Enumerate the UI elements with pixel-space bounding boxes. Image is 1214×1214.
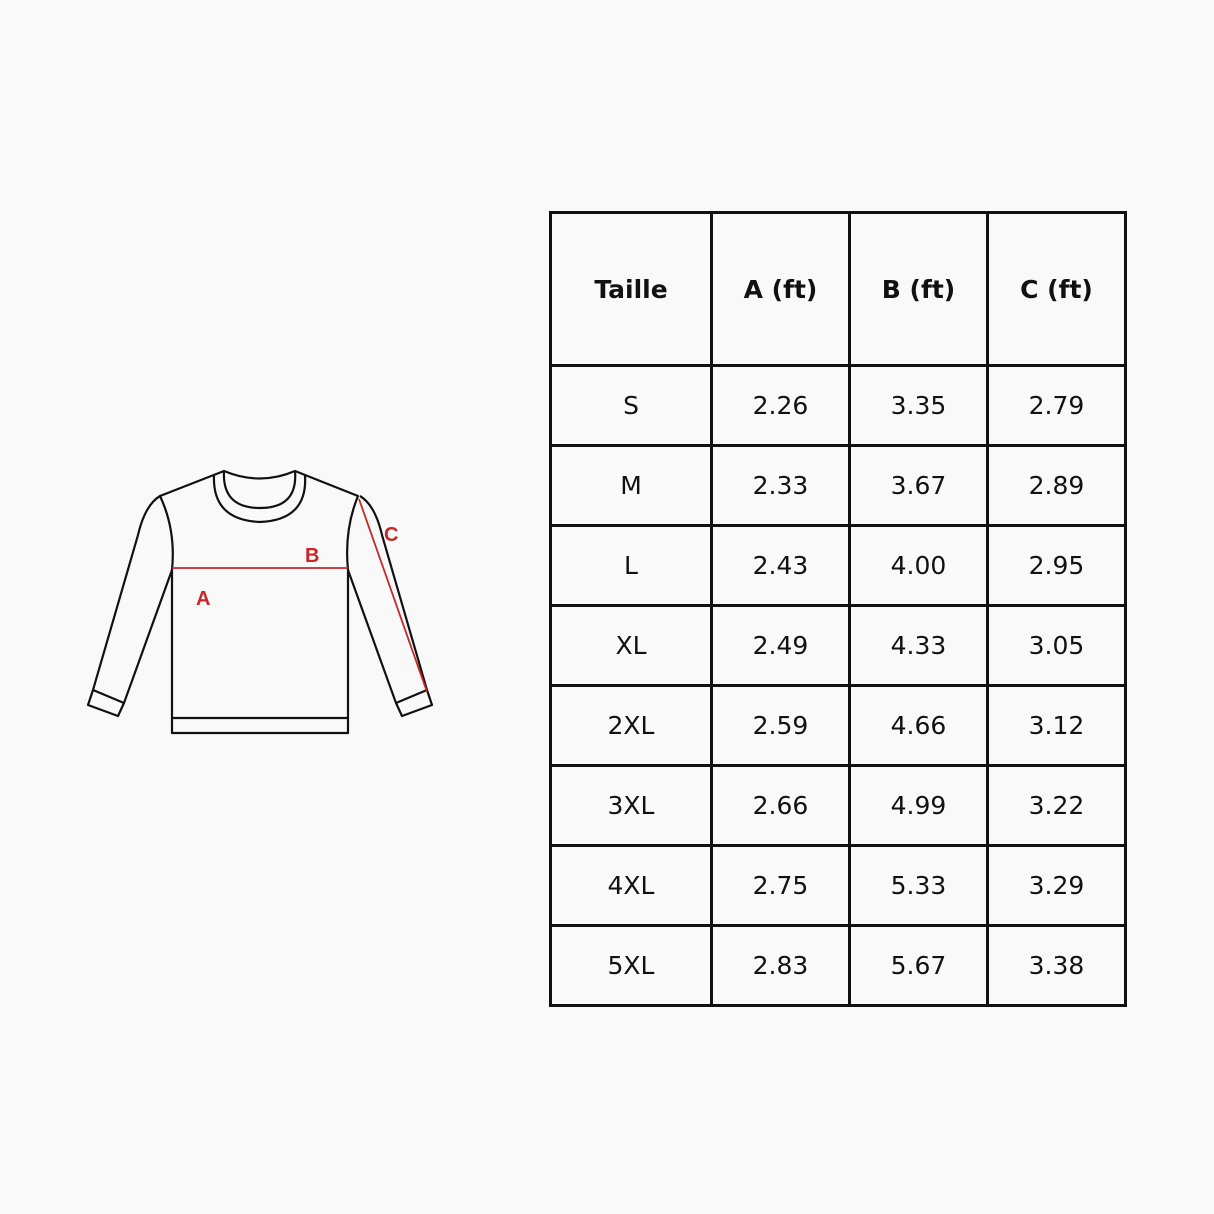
cell-a: 2.66 xyxy=(710,764,851,847)
cell-c: 2.89 xyxy=(986,444,1127,527)
cell-b: 4.99 xyxy=(848,764,989,847)
table-row: XL 2.49 4.33 3.05 xyxy=(549,604,1127,687)
cell-c: 3.38 xyxy=(986,924,1127,1007)
cell-a: 2.49 xyxy=(710,604,851,687)
cell-b: 3.67 xyxy=(848,444,989,527)
cell-c: 3.12 xyxy=(986,684,1127,767)
cell-a: 2.33 xyxy=(710,444,851,527)
table-row: 2XL 2.59 4.66 3.12 xyxy=(549,684,1127,767)
cell-c: 3.29 xyxy=(986,844,1127,927)
table-row: 4XL 2.75 5.33 3.29 xyxy=(549,844,1127,927)
cell-c: 2.79 xyxy=(986,364,1127,447)
cell-size: 4XL xyxy=(549,844,713,927)
cell-a: 2.43 xyxy=(710,524,851,607)
sweater-diagram: A B C xyxy=(86,469,434,735)
cell-size: 5XL xyxy=(549,924,713,1007)
table-row: L 2.43 4.00 2.95 xyxy=(549,524,1127,607)
table-row: M 2.33 3.67 2.89 xyxy=(549,444,1127,527)
right-sleeve xyxy=(346,495,434,718)
cell-size: L xyxy=(549,524,713,607)
cell-a: 2.83 xyxy=(710,924,851,1007)
cell-size: 3XL xyxy=(549,764,713,847)
cell-c: 3.22 xyxy=(986,764,1127,847)
size-table: Taille A (ft) B (ft) C (ft) S 2.26 3.35 2.7… xyxy=(549,211,1127,1007)
cell-b: 3.35 xyxy=(848,364,989,447)
left-sleeve xyxy=(86,495,174,718)
cell-a: 2.59 xyxy=(710,684,851,767)
cell-b: 4.66 xyxy=(848,684,989,767)
cell-a: 2.26 xyxy=(710,364,851,447)
cell-c: 3.05 xyxy=(986,604,1127,687)
cell-size: 2XL xyxy=(549,684,713,767)
cell-b: 5.33 xyxy=(848,844,989,927)
measure-line-c xyxy=(358,498,428,693)
table-row: 3XL 2.66 4.99 3.22 xyxy=(549,764,1127,847)
cell-a: 2.75 xyxy=(710,844,851,927)
cell-size: XL xyxy=(549,604,713,687)
table-row: 5XL 2.83 5.67 3.38 xyxy=(549,924,1127,1007)
label-b: B xyxy=(305,545,319,567)
cell-size: M xyxy=(549,444,713,527)
header-c: C (ft) xyxy=(986,211,1127,367)
header-a: A (ft) xyxy=(710,211,851,367)
table-row: S 2.26 3.35 2.79 xyxy=(549,364,1127,447)
cell-c: 2.95 xyxy=(986,524,1127,607)
sweater-body xyxy=(158,469,360,735)
cell-b: 4.33 xyxy=(848,604,989,687)
header-size: Taille xyxy=(549,211,713,367)
label-a: A xyxy=(196,588,210,610)
cell-size: S xyxy=(549,364,713,447)
cell-b: 4.00 xyxy=(848,524,989,607)
table-header-row: Taille A (ft) B (ft) C (ft) xyxy=(549,211,1127,367)
sweater-collar xyxy=(212,470,307,524)
label-c: C xyxy=(384,524,398,546)
header-b: B (ft) xyxy=(848,211,989,367)
cell-b: 5.67 xyxy=(848,924,989,1007)
